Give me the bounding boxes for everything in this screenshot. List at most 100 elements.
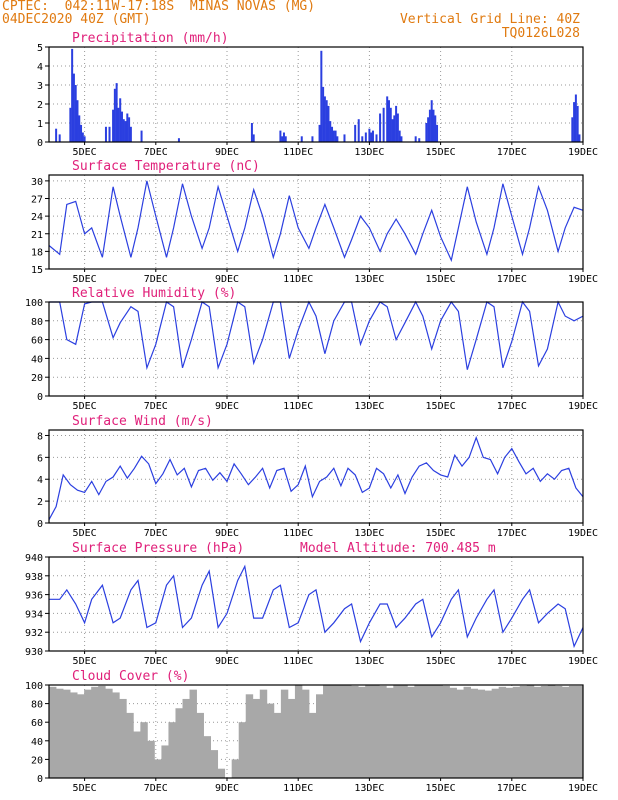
y-tick-label: 0 xyxy=(37,774,43,785)
precip-bar xyxy=(128,117,131,142)
y-tick-label: 100 xyxy=(25,681,43,692)
precip-bar xyxy=(72,73,75,142)
precip-bar xyxy=(140,130,143,142)
precip-bar xyxy=(414,136,417,142)
precip-bar xyxy=(83,136,86,142)
precip-bar xyxy=(434,115,437,142)
cloud-bar xyxy=(484,690,493,778)
cloud-bar xyxy=(231,759,240,778)
precip-bar xyxy=(311,136,314,142)
x-tick-label: 15DEC xyxy=(426,274,456,285)
precip-bar xyxy=(387,100,390,142)
x-tick-label: 7DEC xyxy=(144,401,168,412)
cloud-bar xyxy=(435,685,443,778)
precip-bar xyxy=(69,107,72,142)
precip-bar xyxy=(323,96,326,142)
precip-bar xyxy=(428,109,431,142)
precip-bar xyxy=(115,83,118,142)
cloud-bar xyxy=(554,685,563,778)
y-tick-label: 15 xyxy=(31,265,43,276)
cloud-bar xyxy=(358,686,366,778)
y-tick-label: 930 xyxy=(25,647,43,658)
cloud-bar xyxy=(428,685,436,778)
cloud-bar xyxy=(470,688,479,778)
precip-bar xyxy=(334,130,337,142)
y-tick-label: 4 xyxy=(37,62,43,73)
cloud-bar xyxy=(49,686,57,778)
precip-bar xyxy=(325,100,328,142)
cloud-bar xyxy=(259,689,268,778)
plot-frame xyxy=(48,174,584,270)
panel-title: Surface Pressure (hPa) xyxy=(72,541,244,556)
x-tick-label: 9DEC xyxy=(215,528,239,539)
x-tick-label: 9DEC xyxy=(215,274,239,285)
y-tick-label: 21 xyxy=(31,230,43,241)
cloud-bar xyxy=(421,685,429,778)
precip-bar xyxy=(122,119,125,142)
precip-bar xyxy=(400,136,403,142)
x-tick-label: 17DEC xyxy=(497,528,527,539)
cloud-bar xyxy=(337,685,345,778)
cloud-bar xyxy=(400,685,408,778)
precip-bar xyxy=(425,123,428,142)
y-tick-label: 3 xyxy=(37,81,43,92)
y-tick-label: 2 xyxy=(37,100,43,111)
precip-bar xyxy=(331,126,334,142)
precip-bar xyxy=(571,117,574,142)
precip-bar xyxy=(395,105,398,142)
precip-bar xyxy=(76,100,79,142)
y-tick-label: 8 xyxy=(37,431,43,442)
series-line xyxy=(49,564,584,649)
precip-bar xyxy=(112,109,115,142)
x-tick-label: 19DEC xyxy=(568,656,598,667)
precip-bar xyxy=(386,96,389,142)
precip-bar xyxy=(71,48,74,142)
precip-bar xyxy=(418,138,421,142)
cloud-bar xyxy=(365,685,373,778)
x-tick-label: 13DEC xyxy=(354,147,384,158)
precip-bar xyxy=(343,134,346,142)
precip-bar xyxy=(55,128,58,142)
cloud-bar xyxy=(294,685,303,778)
x-tick-label: 7DEC xyxy=(144,528,168,539)
x-tick-label: 13DEC xyxy=(354,783,384,794)
cloud-bar xyxy=(147,740,155,778)
cloud-bar xyxy=(575,685,584,778)
precip-bar xyxy=(379,113,382,142)
cloud-bar xyxy=(119,698,127,778)
cloud-bar xyxy=(477,689,486,778)
cloud-bar xyxy=(330,685,338,778)
series-line xyxy=(48,435,584,520)
cloud-bar xyxy=(491,688,500,778)
cloud-bar xyxy=(498,686,507,778)
plot-frame xyxy=(48,301,584,397)
y-tick-label: 60 xyxy=(31,718,43,729)
panel-title: Relative Humidity (%) xyxy=(72,286,236,301)
precip-bar xyxy=(284,136,287,142)
x-tick-label: 9DEC xyxy=(215,147,239,158)
cloud-bar xyxy=(351,685,359,778)
cloud-bar xyxy=(442,685,450,778)
cloud-bar xyxy=(252,698,261,778)
precip-bar xyxy=(74,85,77,142)
precip-bar xyxy=(78,115,81,142)
x-tick-label: 17DEC xyxy=(497,274,527,285)
x-tick-label: 5DEC xyxy=(73,401,97,412)
precip-bar xyxy=(391,119,394,142)
cloud-bar xyxy=(189,689,197,778)
precip-bar xyxy=(81,132,84,142)
x-tick-label: 13DEC xyxy=(354,528,384,539)
precip-bar xyxy=(578,134,581,142)
cloud-bar xyxy=(512,686,521,778)
x-tick-label: 15DEC xyxy=(426,401,456,412)
x-tick-label: 7DEC xyxy=(144,274,168,285)
header-model-code: TQ0126L028 xyxy=(501,26,580,41)
x-tick-label: 9DEC xyxy=(215,783,239,794)
x-tick-label: 5DEC xyxy=(73,274,97,285)
precip-bar xyxy=(375,134,378,142)
cloud-bar xyxy=(379,685,387,778)
cloud-bar xyxy=(533,686,542,778)
precip-bar xyxy=(329,121,332,142)
precip-bar xyxy=(126,113,129,142)
precip-bar xyxy=(58,134,61,142)
